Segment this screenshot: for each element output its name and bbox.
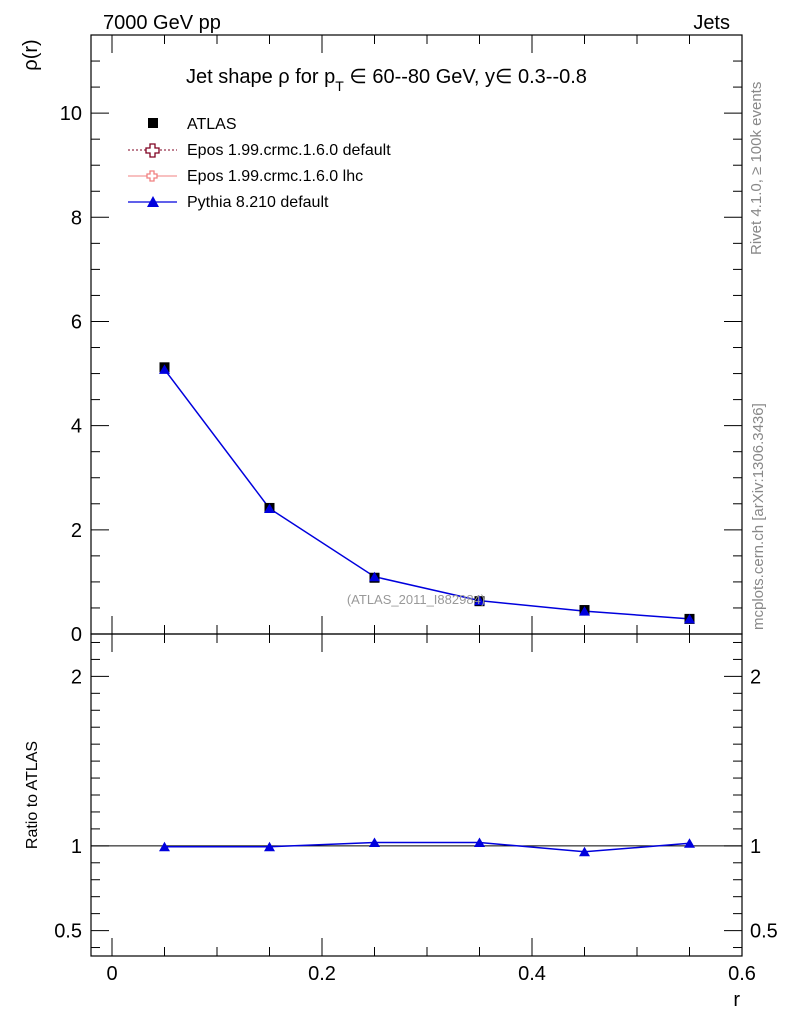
legend-pythia-label: Pythia 8.210 default <box>187 194 329 211</box>
ratio-pythia-point <box>579 846 590 857</box>
legend-epos-lhc-marker <box>146 170 158 182</box>
x-axis-label: r <box>733 989 740 1011</box>
ratio-plot: 0.5 0.5 1 1 2 2 0 0.2 0.4 0.6 <box>54 634 778 985</box>
main-y-tick-label: 4 <box>71 416 82 438</box>
main-y-tick-label: 10 <box>60 103 82 125</box>
pythia-data-point <box>579 606 590 616</box>
ratio-y-tick-label-right: 1 <box>750 836 761 858</box>
legend-atlas-marker <box>148 118 158 128</box>
chart-title: Jet shape ρ for pT ∈ 60--80 GeV, y∈ 0.3-… <box>186 66 587 94</box>
pythia-data-point <box>159 364 170 374</box>
ratio-pythia-line <box>164 841 690 853</box>
legend-pythia-marker <box>147 196 159 207</box>
ratio-y-tick-label-left: 1 <box>71 836 82 858</box>
main-y-axis-label: ρ(r) <box>20 39 42 70</box>
legend-atlas-label: ATLAS <box>187 116 237 133</box>
pythia-data-point <box>474 595 485 606</box>
side-label-rivet: Rivet 4.1.0, ≥ 100k events <box>748 82 765 255</box>
legend-epos-default-label: Epos 1.99.crmc.1.6.0 default <box>187 142 391 159</box>
chart-title-sub: T <box>335 78 344 94</box>
legend-epos-default-marker <box>145 143 160 158</box>
chart-title-pre: Jet shape ρ for p <box>186 66 335 88</box>
x-tick-label: 0.2 <box>308 963 336 985</box>
main-plot: 0 2 4 6 8 10 <box>60 34 743 646</box>
ratio-plot-frame <box>90 633 743 957</box>
watermark: (ATLAS_2011_I882984) <box>347 592 485 607</box>
main-y-tick-label: 6 <box>71 311 82 333</box>
side-label-mcplots: mcplots.cern.ch [arXiv:1306.3436] <box>750 403 767 630</box>
pythia-data-point <box>684 613 695 624</box>
pythia-series-line <box>163 368 690 620</box>
x-tick-label: 0 <box>106 963 117 985</box>
chart-title-post: ∈ 60--80 GeV, y∈ 0.3--0.8 <box>344 66 587 88</box>
ratio-pythia-point <box>369 837 380 847</box>
pythia-data-point <box>264 503 275 513</box>
ratio-pythia-point <box>474 837 485 847</box>
x-tick-label: 0.4 <box>518 963 546 985</box>
ratio-pythia-point <box>684 838 695 848</box>
ratio-y-tick-label-right: 0.5 <box>750 921 778 943</box>
pythia-data-point <box>369 571 380 582</box>
legend: ATLAS Epos 1.99.crmc.1.6.0 default Epos … <box>128 116 391 211</box>
ratio-y-tick-label-right: 2 <box>750 666 761 688</box>
main-y-tick-label: 8 <box>71 207 82 229</box>
main-y-tick-label: 0 <box>71 624 82 646</box>
main-y-tick-label: 2 <box>71 520 82 542</box>
ratio-y-axis-label: Ratio to ATLAS <box>24 741 41 849</box>
x-tick-label: 0.6 <box>728 963 756 985</box>
ratio-pythia-point <box>159 841 170 852</box>
ratio-pythia-point <box>264 841 275 852</box>
header-right: Jets <box>693 12 730 34</box>
header-left: 7000 GeV pp <box>103 12 221 34</box>
ratio-y-tick-label-left: 2 <box>71 666 82 688</box>
legend-epos-lhc-label: Epos 1.99.crmc.1.6.0 lhc <box>187 168 363 185</box>
ratio-y-tick-label-left: 0.5 <box>54 921 82 943</box>
